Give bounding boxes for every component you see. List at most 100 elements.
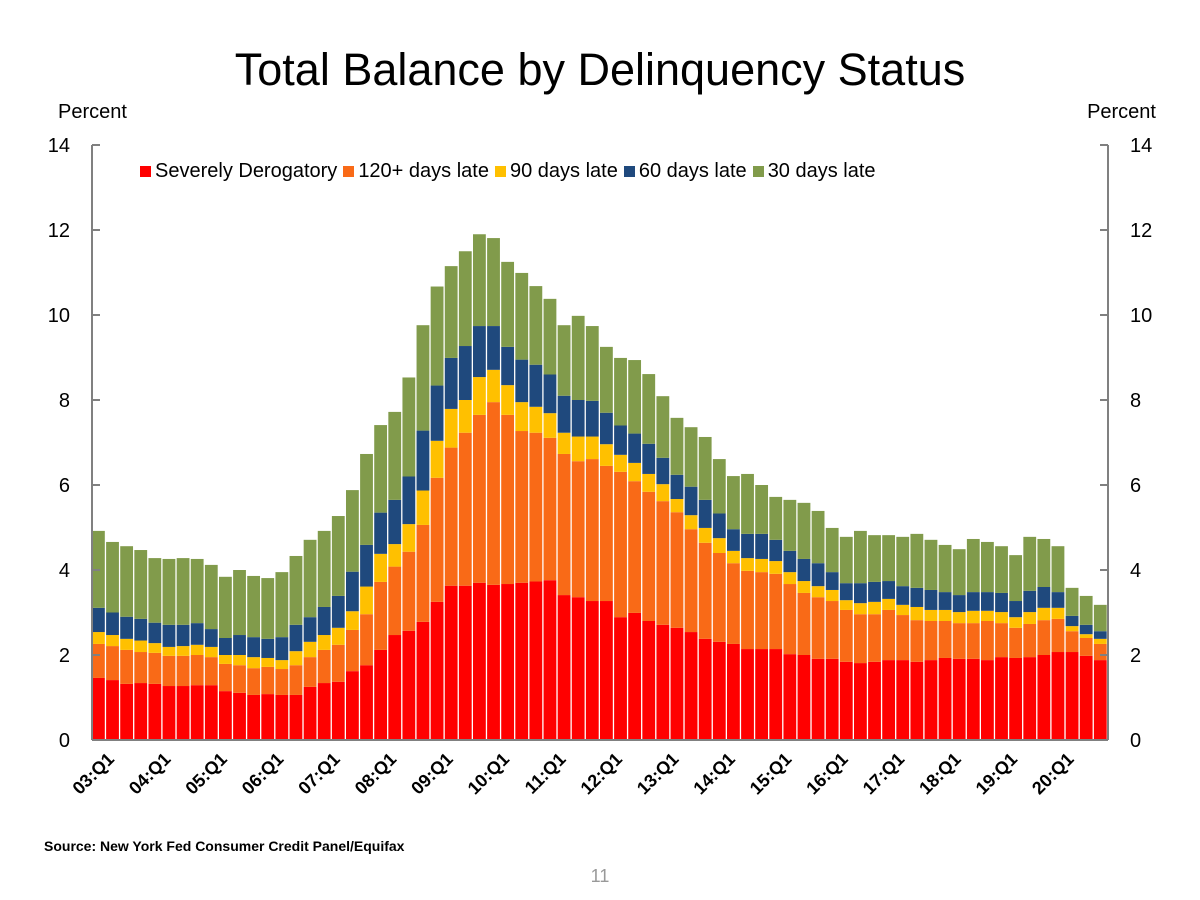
y-tick-label-left: 14 (48, 135, 70, 157)
bar-segment (303, 539, 317, 618)
bar-segment (1051, 592, 1065, 608)
bar-segment (317, 649, 331, 684)
bar-segment (727, 643, 740, 740)
bar-segment (755, 558, 769, 573)
bar-segment (247, 668, 261, 695)
bar-segment (741, 570, 754, 650)
bar-segment (331, 516, 345, 596)
bar-segment (557, 432, 571, 454)
bar-segment (190, 644, 204, 655)
bar-segment (261, 638, 275, 658)
bar-segment (600, 465, 613, 602)
bar-segment (416, 524, 430, 622)
bar-segment (106, 612, 119, 636)
x-tick-label: 11:Q1 (521, 749, 570, 798)
bar-segment (275, 572, 289, 638)
y-tick-label-left: 4 (59, 560, 70, 582)
bar-segment (727, 563, 740, 644)
bar-segment (600, 601, 613, 740)
bar-segment (303, 686, 317, 740)
bar-segment (289, 694, 303, 740)
bar-segment (868, 601, 881, 615)
bar-segment (571, 461, 585, 598)
bar-segment (360, 665, 373, 740)
bar-segment (938, 544, 952, 593)
bar-segment (289, 651, 303, 666)
legend-label: Severely Derogatory (155, 160, 338, 182)
bar-segment (402, 377, 416, 477)
chart-title: Total Balance by Delinquency Status (234, 44, 966, 95)
bar-segment (430, 601, 444, 740)
bar-segment (233, 665, 246, 693)
x-tick-label: 15:Q1 (746, 749, 796, 799)
bar-segment (952, 549, 966, 596)
bar-segment (1037, 655, 1051, 740)
bar-segment (430, 385, 444, 441)
bar-segment (924, 539, 938, 590)
bar-segment (529, 286, 543, 365)
bar-segment (797, 502, 811, 559)
bar-segment (219, 638, 232, 655)
bar-segment (741, 533, 754, 559)
bar-segment (811, 597, 825, 659)
page-number: 11 (590, 866, 610, 886)
bar-segment (501, 261, 515, 347)
bar-segment (684, 632, 698, 740)
bar-segment (106, 541, 119, 613)
bar-segment (600, 412, 613, 445)
bar-segment (868, 614, 881, 662)
bar-segment (783, 550, 797, 573)
bar-segment (515, 431, 529, 583)
bar-segment (868, 661, 881, 740)
bar-segment (981, 660, 994, 740)
bar-segment (628, 433, 642, 463)
bar-segment (275, 660, 289, 670)
bar-segment (487, 326, 500, 370)
bar-segment (656, 484, 670, 502)
bar-segment (1065, 652, 1079, 740)
bar-segment (614, 357, 627, 426)
bar-segment (698, 542, 712, 639)
bar-segment (529, 406, 543, 433)
bar-segment (219, 576, 232, 638)
bar-segment (727, 476, 740, 530)
bar-segment (656, 396, 670, 458)
bar-segment (92, 607, 105, 633)
bar-segment (176, 624, 190, 647)
bar-segment (670, 417, 684, 475)
legend-swatch (752, 166, 764, 177)
bar-segment (204, 646, 218, 658)
bar-segment (529, 581, 543, 740)
bar-segment (317, 635, 331, 650)
bar-segment (106, 680, 119, 740)
bar-segment (1051, 652, 1065, 740)
bar-segment (670, 512, 684, 628)
bar-segment (628, 360, 642, 434)
bar-segment (106, 635, 119, 647)
bar-segment (1079, 638, 1093, 656)
bar-segment (825, 527, 839, 573)
bar-segment (585, 436, 599, 460)
bar-segment (981, 592, 994, 611)
legend-item: 120+ days late (343, 160, 489, 183)
bar-segment (966, 658, 980, 740)
bar-segment (684, 515, 698, 530)
bar-segment (938, 621, 952, 658)
bar-segment (360, 614, 373, 666)
bar-segment (910, 606, 924, 621)
bar-segment (755, 649, 769, 740)
bar-segment (543, 413, 557, 438)
bar-segment (444, 408, 458, 448)
bar-segment (896, 660, 910, 740)
bar-segment (684, 529, 698, 633)
bar-segment (148, 643, 162, 653)
x-tick-label: 04:Q1 (125, 749, 175, 799)
bar-segment (148, 652, 162, 684)
bar-segment (275, 637, 289, 661)
bar-segment (1037, 607, 1051, 621)
bar-segment (882, 535, 896, 582)
bar-segment (882, 660, 896, 740)
bar-segment (374, 649, 388, 740)
y-tick-label-left: 2 (59, 645, 70, 667)
bar-segment (783, 499, 797, 551)
